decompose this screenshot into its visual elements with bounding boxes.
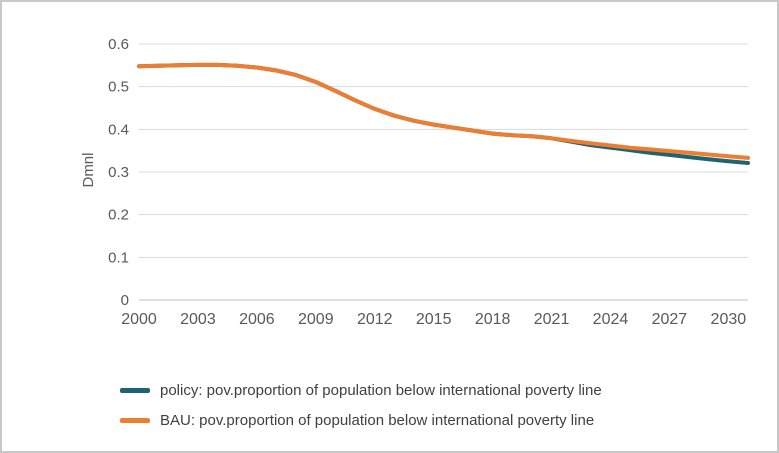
policy-line-swatch (120, 388, 150, 393)
x-tick-label: 2003 (180, 311, 216, 328)
x-tick-label: 2006 (239, 311, 275, 328)
x-tick-label: 2024 (593, 311, 629, 328)
legend-item-policy: policy: pov.proportion of population bel… (120, 382, 602, 399)
y-tick-label: 0.6 (108, 36, 129, 53)
y-tick-label: 0.2 (108, 207, 129, 224)
x-tick-label: 2027 (652, 311, 688, 328)
y-axis-label: Dmnl (80, 152, 97, 188)
x-tick-label: 2012 (357, 311, 393, 328)
y-tick-label: 0.4 (108, 121, 129, 138)
legend-label-bau: BAU: pov.proportion of population below … (160, 412, 595, 429)
chart-svg: 0 0.1 0.2 0.3 0.4 0.5 0.6 2000 2003 2006 2009 2012 2… (108, 36, 750, 328)
bau-line-swatch (120, 418, 150, 423)
x-tick-label: 2018 (475, 311, 511, 328)
x-tick-label: 2021 (534, 311, 570, 328)
legend-label-policy: policy: pov.proportion of population bel… (160, 382, 602, 399)
x-tick-label: 2015 (416, 311, 452, 328)
x-tick-label: 2009 (298, 311, 334, 328)
bau-line (137, 62, 750, 160)
y-tick-label: 0.5 (108, 79, 129, 96)
legend-item-bau: BAU: pov.proportion of population below … (120, 412, 602, 429)
legend: policy: pov.proportion of population bel… (120, 382, 602, 429)
y-tick-label: 0 (121, 292, 129, 309)
x-tick-label: 2030 (711, 311, 747, 328)
y-tick-label: 0.3 (108, 164, 129, 181)
y-tick-label: 0.1 (108, 249, 129, 266)
x-tick-label: 2000 (121, 311, 157, 328)
